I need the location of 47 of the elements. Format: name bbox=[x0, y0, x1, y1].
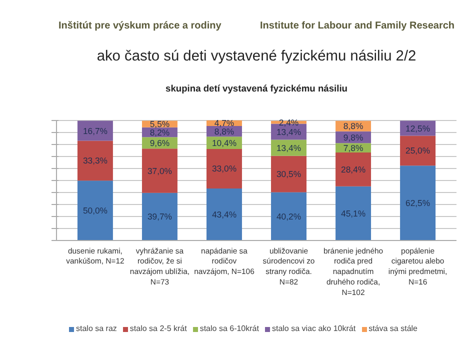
bar bbox=[206, 188, 242, 240]
data-label: 8,8% bbox=[214, 126, 234, 136]
data-label: 9,6% bbox=[150, 138, 170, 148]
bar bbox=[336, 186, 372, 240]
data-label: 43,4% bbox=[212, 209, 237, 220]
data-label: 13,4% bbox=[276, 142, 302, 153]
bar bbox=[206, 149, 242, 188]
data-label: 16,7% bbox=[82, 126, 108, 136]
data-label: 50,0% bbox=[82, 205, 108, 216]
data-label: 10,4% bbox=[212, 138, 237, 148]
data-label: 30,5% bbox=[276, 169, 302, 180]
data-label: 9,8% bbox=[343, 132, 364, 142]
bar bbox=[77, 120, 113, 141]
data-label: 12,5% bbox=[406, 123, 430, 134]
bar bbox=[77, 140, 113, 181]
data-label: 8,2% bbox=[150, 127, 170, 138]
bar bbox=[142, 192, 178, 240]
data-label: 62,5% bbox=[406, 198, 430, 208]
data-label: 37,0% bbox=[147, 166, 172, 176]
bar bbox=[142, 148, 178, 193]
text: Institute for Labour and Family Research bbox=[260, 20, 454, 32]
data-label: 5,5% bbox=[150, 119, 170, 130]
text: Inštitút pre výskum práce a rodiny bbox=[58, 20, 222, 32]
legend-label: stáva sa stále bbox=[368, 324, 418, 333]
data-label: 8,8% bbox=[343, 121, 364, 132]
data-label: 39,7% bbox=[147, 212, 172, 222]
bar bbox=[77, 180, 113, 240]
data-label: 28,4% bbox=[341, 164, 366, 174]
chart-subtitle: skupina detí vystavená fyzickému násiliu bbox=[166, 83, 348, 94]
legend-label: stalo sa 2-5 krát bbox=[130, 324, 187, 333]
chart-title: ako často sú deti vystavené fyzickému násiliu 2/2 bbox=[96, 48, 416, 64]
data-label: 25,0% bbox=[406, 146, 430, 156]
bar bbox=[336, 152, 372, 186]
data-label: 4,7% bbox=[214, 118, 234, 128]
legend-label: stalo sa viac ako 10krát bbox=[272, 324, 356, 333]
data-label: 33,0% bbox=[212, 164, 237, 174]
bar bbox=[271, 156, 306, 192]
legend-label: stalo sa raz bbox=[76, 324, 117, 333]
data-label: 33,3% bbox=[82, 156, 108, 166]
bar bbox=[400, 136, 436, 166]
data-label: 40,2% bbox=[276, 211, 302, 222]
legend-label: stalo sa 6-10krát bbox=[200, 324, 259, 333]
data-label: 45,1% bbox=[341, 208, 366, 218]
data-label: 13,4% bbox=[276, 126, 302, 137]
bar bbox=[271, 192, 306, 240]
bar bbox=[400, 166, 436, 240]
data-label: 7,8% bbox=[343, 142, 364, 153]
